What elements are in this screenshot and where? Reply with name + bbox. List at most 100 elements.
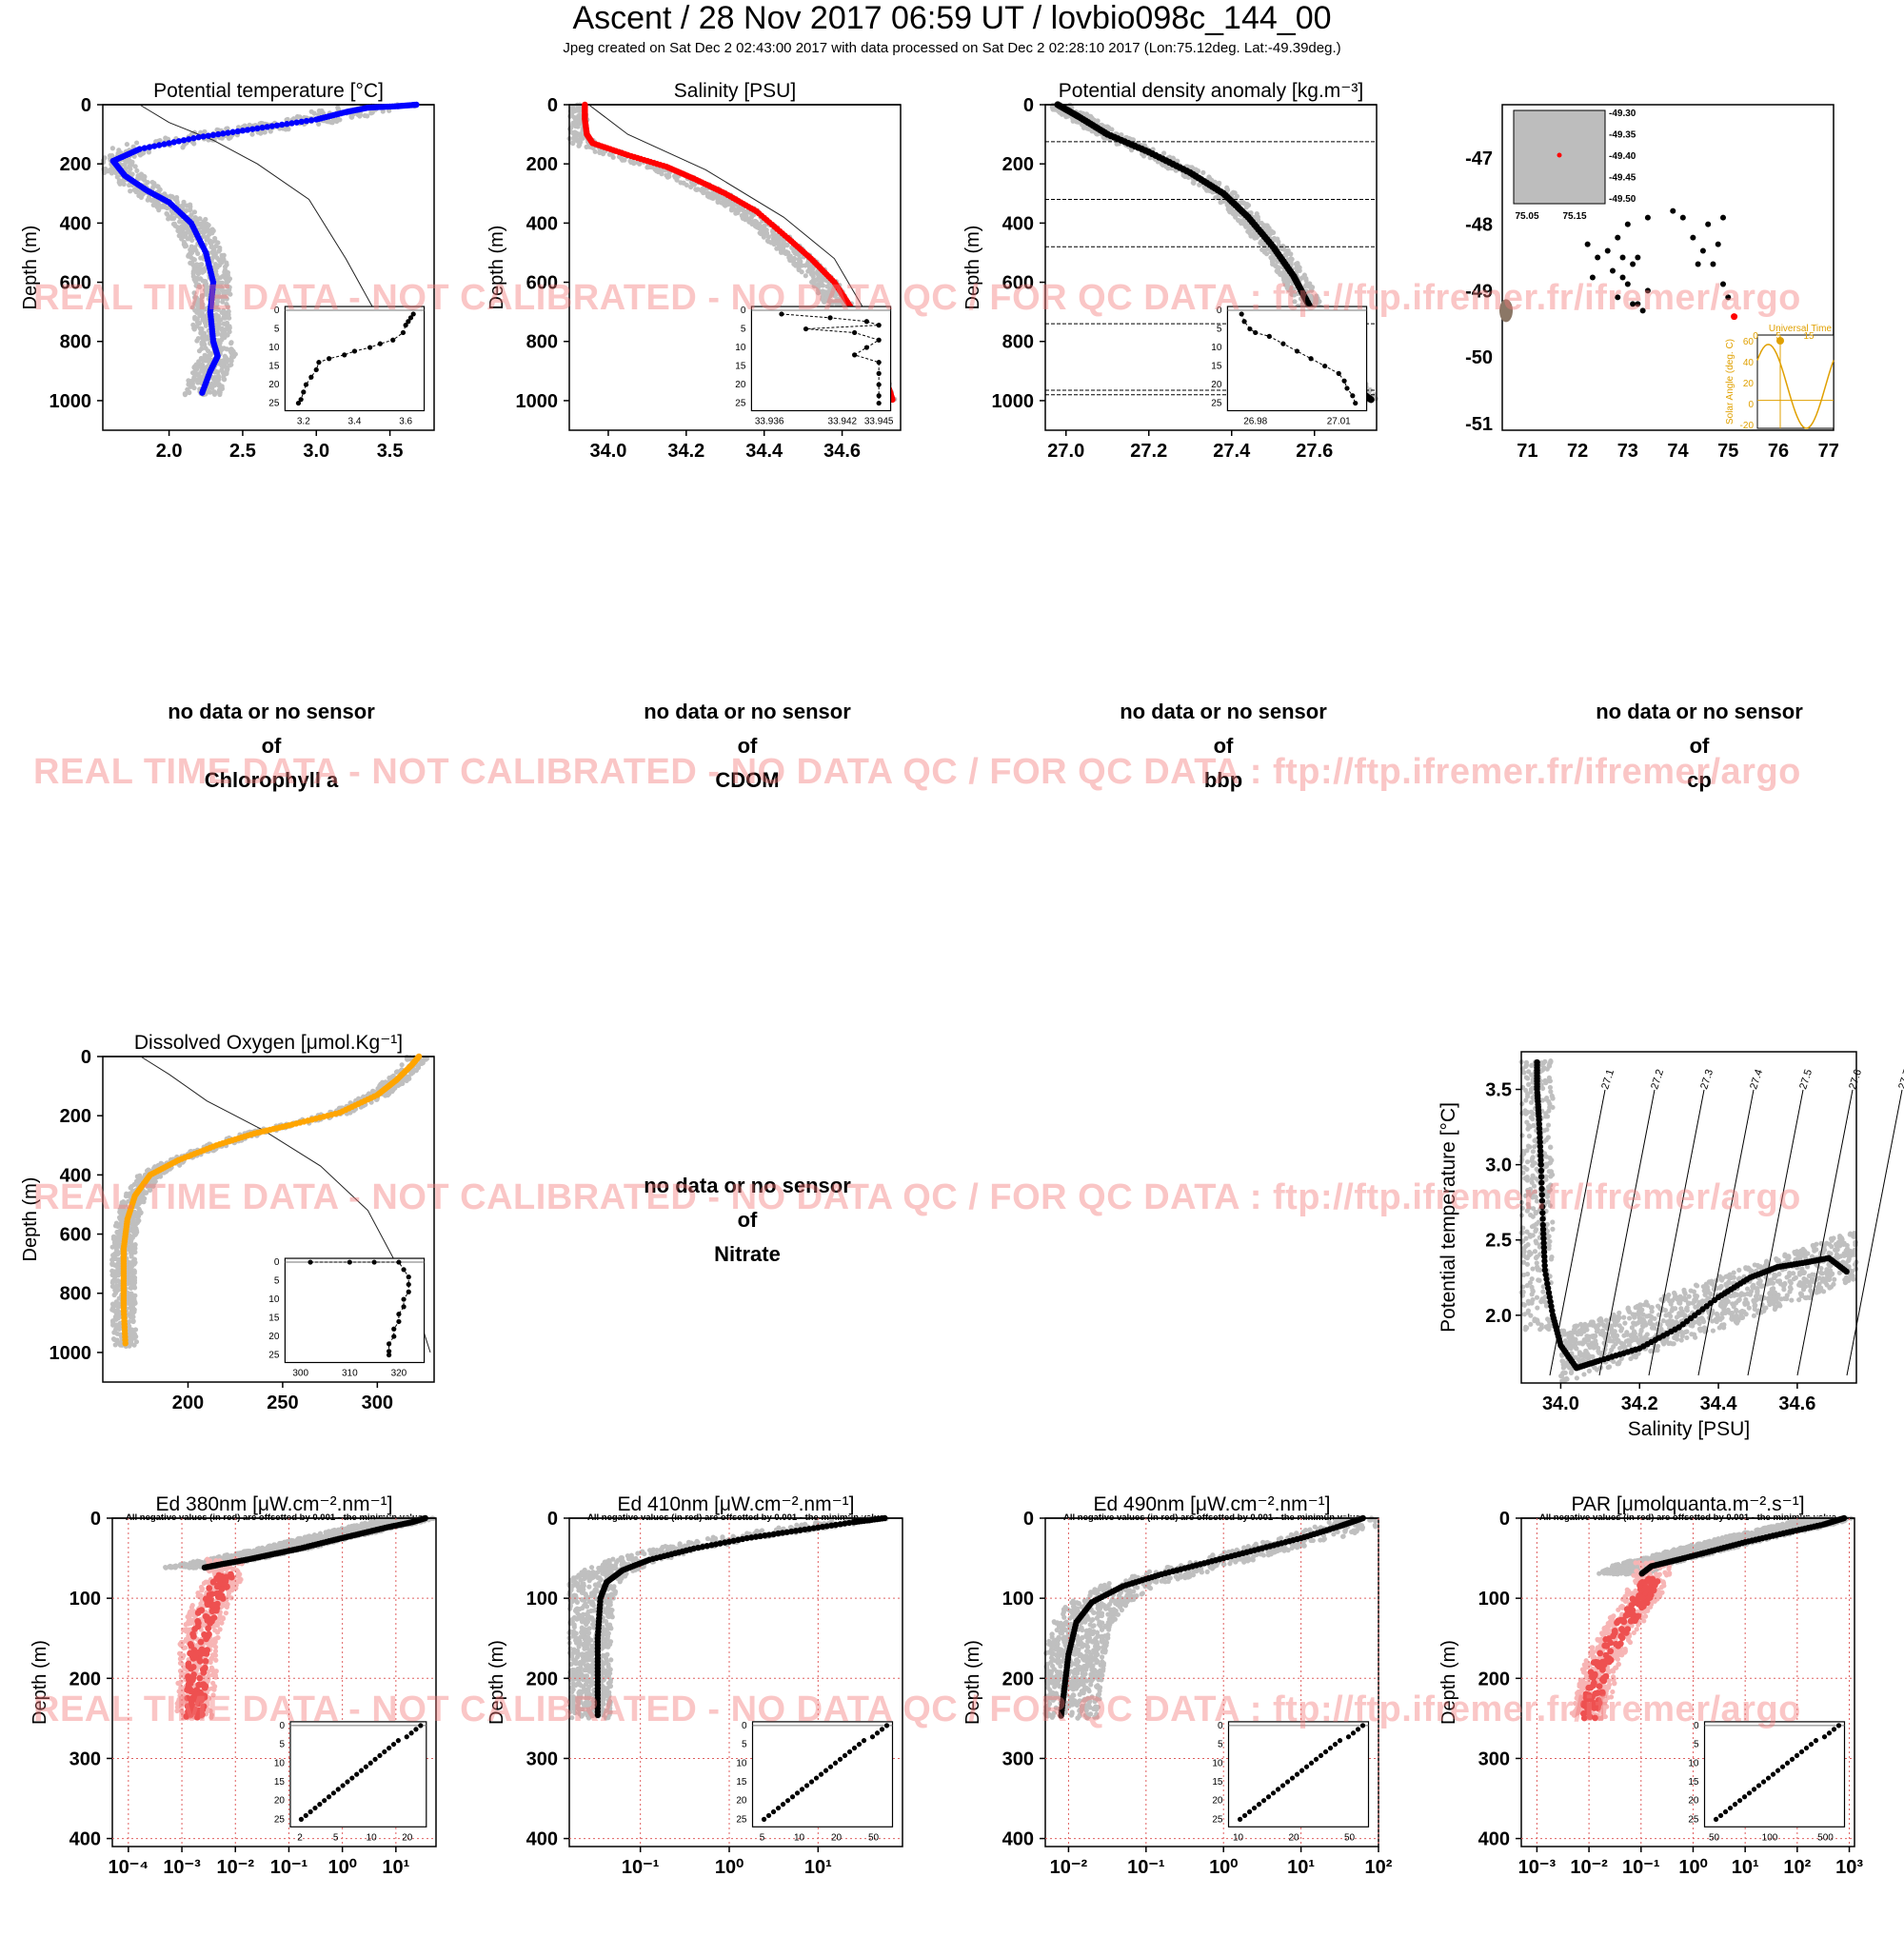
nodata-line1: no data or no sensor [33, 695, 509, 729]
profile-point [199, 389, 205, 395]
y-tick-label: 0 [547, 95, 558, 116]
historical-point [777, 240, 782, 245]
historical-point [797, 267, 802, 272]
historical-point [197, 285, 202, 289]
float-position [1620, 274, 1626, 280]
nodata-line3: bbp [985, 763, 1461, 798]
historical-point [189, 379, 194, 384]
historical-point [736, 208, 741, 213]
inset-point [827, 315, 832, 320]
zoom-lat-label: -49.35 [1609, 130, 1636, 141]
sun-y-tick-label: 40 [1743, 358, 1755, 368]
historical-point [1271, 262, 1276, 267]
nodata-line2: of [985, 729, 1461, 763]
float-position [1690, 235, 1696, 241]
float-position [1700, 248, 1706, 254]
inset-y-tick-label: 10 [1211, 343, 1222, 353]
historical-point [180, 205, 185, 209]
historical-point [157, 188, 162, 192]
historical-point [147, 149, 151, 154]
historical-point [146, 198, 150, 203]
float-position [1720, 215, 1726, 221]
y-tick-label: 1000 [516, 391, 559, 412]
historical-point [211, 377, 216, 382]
historical-point [249, 132, 254, 137]
historical-point [134, 140, 139, 145]
historical-point [365, 113, 369, 118]
inset-y-tick-label: 25 [735, 399, 746, 409]
historical-point [220, 310, 225, 315]
x-tick-label: 34.2 [667, 441, 704, 462]
historical-point [204, 284, 208, 288]
zoom-lat-label: -49.50 [1609, 194, 1636, 205]
historical-point [122, 1208, 127, 1213]
historical-point [209, 230, 214, 235]
historical-point [837, 298, 842, 303]
float-position [1615, 294, 1620, 300]
inset-point [367, 345, 372, 349]
y-tick-label: 800 [1002, 332, 1034, 353]
historical-point [225, 296, 229, 301]
historical-point [1161, 150, 1166, 155]
historical-point [132, 1299, 137, 1304]
historical-point [309, 109, 314, 114]
historical-point [129, 1292, 133, 1296]
float-position [1710, 262, 1716, 267]
inset-point [864, 345, 869, 349]
historical-point [571, 131, 576, 136]
float-position [1605, 248, 1611, 254]
inset-point [404, 323, 408, 327]
historical-point [134, 1339, 139, 1344]
historical-point [1259, 239, 1263, 244]
historical-point [109, 169, 113, 174]
historical-point [164, 211, 169, 216]
page-subtitle: Jpeg created on Sat Dec 2 02:43:00 2017 … [0, 40, 1904, 56]
historical-point [144, 1191, 149, 1195]
historical-point [139, 195, 144, 200]
historical-point [215, 369, 220, 374]
nodata-cdom: no data or no sensor of CDOM [509, 695, 985, 798]
x-tick-label: 27.6 [1296, 441, 1333, 462]
historical-point [130, 1311, 135, 1315]
historical-point [122, 1201, 127, 1206]
inset-point [314, 367, 319, 372]
inset-y-tick-label: 0 [274, 306, 280, 316]
inset-y-tick-label: 5 [1217, 325, 1222, 335]
inset-point [877, 360, 882, 365]
historical-point [783, 242, 788, 247]
sun-y-label: Solar Angle (deg. C) [1725, 339, 1735, 425]
inset-point [352, 348, 357, 353]
x-tick-label: 2.0 [156, 441, 183, 462]
historical-point [128, 188, 132, 193]
historical-point [191, 290, 196, 295]
inset-y-tick-label: 20 [1211, 380, 1222, 390]
historical-point [1275, 236, 1279, 241]
nodata-bbp: no data or no sensor of bbp [985, 695, 1461, 798]
inset-point [877, 371, 882, 376]
inset-point [378, 342, 383, 346]
inset-point [327, 356, 331, 361]
historical-point [128, 1305, 132, 1310]
historical-point [112, 1240, 117, 1245]
historical-point [188, 261, 192, 266]
historical-point [118, 1216, 123, 1221]
y-tick-label: 1000 [50, 391, 92, 412]
historical-point [724, 202, 729, 207]
historical-point [200, 363, 205, 367]
float-position [1696, 262, 1701, 267]
inset-y-tick-label: 15 [268, 362, 280, 372]
historical-point [192, 215, 197, 220]
inset-point [301, 389, 306, 394]
historical-point [214, 312, 219, 317]
inset-y-tick-label: 15 [735, 362, 746, 372]
zoom-lat-label: -49.40 [1609, 151, 1636, 162]
historical-point [185, 203, 189, 207]
historical-point [688, 185, 693, 189]
historical-point [205, 290, 209, 295]
historical-point [220, 327, 225, 332]
chart-title: Potential density anomaly [kg.m⁻³] [1059, 80, 1363, 102]
inset-x-tick-label: 3.2 [297, 416, 310, 426]
historical-point [746, 220, 751, 225]
